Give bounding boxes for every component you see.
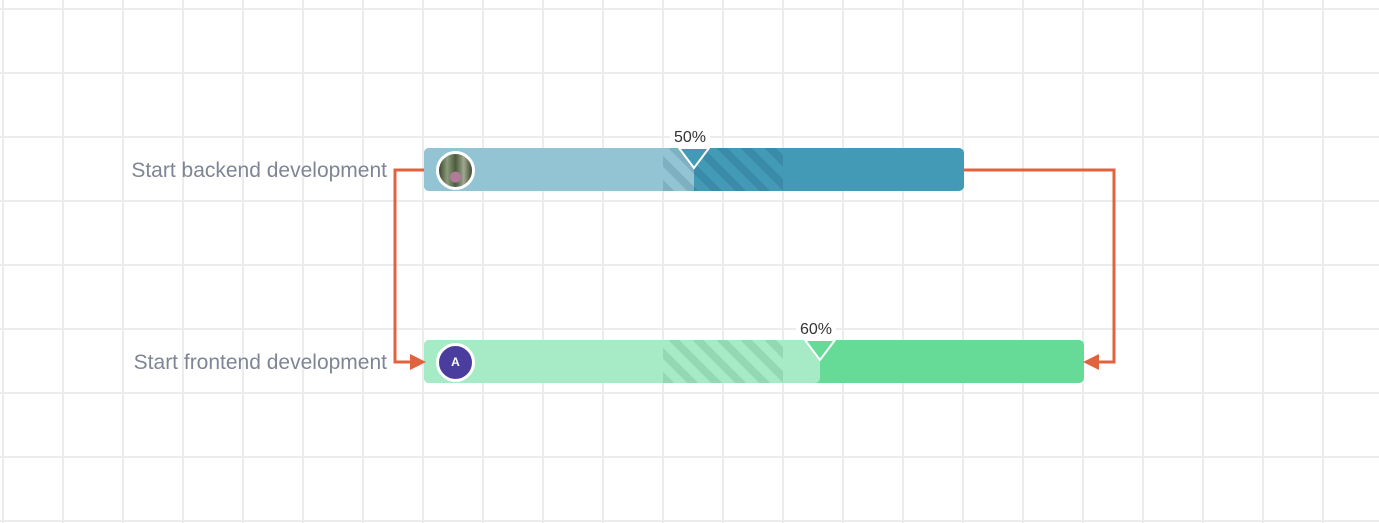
arrowhead-icon [1083, 354, 1099, 370]
weekend-hatch [663, 148, 783, 191]
progress-fill [424, 340, 820, 383]
dependency-arrow [393, 168, 1116, 364]
task-label-frontend: Start frontend development [133, 351, 387, 374]
progress-handle[interactable] [678, 148, 710, 170]
progress-handle[interactable] [804, 340, 836, 362]
task-label-backend: Start backend development [131, 159, 387, 182]
weekend-hatch [663, 340, 783, 383]
task-bar-frontend[interactable]: A [424, 340, 1084, 383]
progress-label: 50% [670, 129, 711, 147]
arrowhead-icon [410, 354, 426, 370]
avatar [436, 151, 475, 190]
progress-label: 60% [796, 321, 837, 339]
avatar: A [436, 343, 475, 382]
